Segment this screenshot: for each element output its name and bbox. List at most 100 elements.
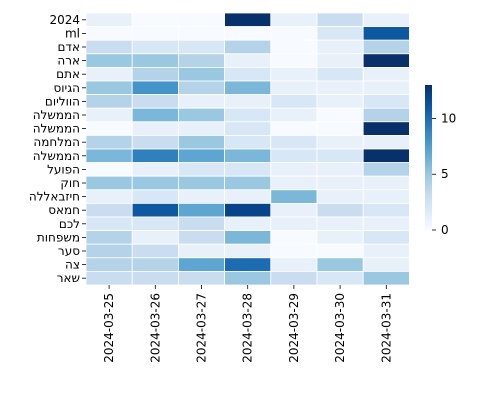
heatmap-cell [224, 12, 272, 28]
heatmap-cell [224, 202, 272, 218]
x-tick-label: 2024-03-27 [195, 293, 209, 363]
heatmap-cell [131, 121, 179, 136]
y-tick-label: חיזבאללה [29, 190, 80, 204]
heatmap-cell [316, 121, 364, 136]
y-tick-label: משפחות [37, 230, 80, 244]
heatmap-cell [362, 134, 410, 150]
heatmap-cell [316, 230, 364, 245]
heatmap-cell [270, 243, 318, 259]
heatmap-cell [270, 107, 318, 123]
heatmap-cell [362, 26, 410, 41]
heatmap-cell [362, 67, 410, 82]
heatmap-cell [316, 257, 364, 272]
heatmap-cell [131, 39, 179, 55]
heatmap-cell [270, 175, 318, 191]
heatmap-cell [177, 243, 225, 259]
heatmap-cell [316, 12, 364, 28]
heatmap-cell [177, 162, 225, 177]
heatmap-cell [85, 175, 133, 191]
heatmap-cell [85, 243, 133, 259]
heatmap-cell [316, 148, 364, 164]
heatmap-cell [270, 270, 318, 286]
heatmap-cell [85, 67, 133, 82]
heatmap-cell [362, 270, 410, 286]
y-tick-label: 2024 [49, 13, 80, 27]
x-tick-label: 2024-03-31 [379, 293, 393, 363]
heatmap-cell [131, 243, 179, 259]
heatmap-cell [85, 80, 133, 96]
heatmap-cell [224, 230, 272, 245]
heatmap-cell [316, 216, 364, 232]
heatmap-cell [270, 202, 318, 218]
heatmap-cell [224, 67, 272, 82]
heatmap-cell [131, 148, 179, 164]
heatmap-cell [362, 94, 410, 109]
heatmap-cell [131, 257, 179, 272]
y-tick-label: סער [58, 244, 80, 258]
heatmap-cell [177, 12, 225, 28]
heatmap-cell [270, 53, 318, 68]
heatmap-cells [85, 12, 410, 286]
heatmap-cell [270, 67, 318, 82]
heatmap-cell [85, 26, 133, 41]
heatmap-cell [362, 162, 410, 177]
heatmap-cell [85, 121, 133, 136]
colorbar-tick-label: 0 [441, 223, 449, 237]
heatmap-cell [85, 270, 133, 286]
heatmap-cell [177, 94, 225, 109]
y-tick-label: שאר [57, 271, 80, 285]
colorbar-tick-label: 5 [441, 167, 449, 181]
heatmap-cell [177, 39, 225, 55]
y-tick-label: צה [65, 258, 80, 272]
heatmap-cell [131, 53, 179, 68]
y-tick-label: חוק [60, 176, 80, 190]
y-tick-label: אתם [56, 67, 80, 81]
heatmap-cell [131, 270, 179, 286]
heatmap-cell [177, 189, 225, 204]
x-tick-labels: 2024-03-25 2024-03-26 2024-03-27 2024-03-28… [102, 285, 393, 363]
x-tick-label: 2024-03-29 [287, 293, 301, 363]
heatmap-cell [131, 107, 179, 123]
heatmap-cell [131, 162, 179, 177]
heatmap-cell [270, 216, 318, 232]
heatmap-cell [270, 39, 318, 55]
heatmap-cell [85, 94, 133, 109]
heatmap-cell [85, 39, 133, 55]
heatmap-cell [270, 230, 318, 245]
heatmap-cell [316, 39, 364, 55]
heatmap-cell [85, 53, 133, 68]
heatmap-cell [85, 189, 133, 204]
heatmap-cell [224, 53, 272, 68]
heatmap-cell [362, 230, 410, 245]
colorbar-tick-label: 10 [441, 111, 456, 125]
heatmap-cell [316, 175, 364, 191]
heatmap-cell [270, 189, 318, 204]
heatmap-cell [362, 257, 410, 272]
y-tick-label: הפועל [47, 162, 80, 176]
heatmap-cell [131, 26, 179, 41]
heatmap-cell [177, 26, 225, 41]
y-tick-label: חמאס [48, 203, 80, 217]
heatmap-cell [224, 80, 272, 96]
heatmap-cell [85, 12, 133, 28]
heatmap-cell [316, 94, 364, 109]
heatmap-cell [270, 134, 318, 150]
heatmap-cell [362, 175, 410, 191]
heatmap-cell [177, 121, 225, 136]
heatmap-cell [270, 162, 318, 177]
heatmap-cell [224, 26, 272, 41]
heatmap-cell [177, 148, 225, 164]
heatmap-cell [224, 270, 272, 286]
y-tick-label: ארה [57, 54, 80, 68]
heatmap-cell [131, 175, 179, 191]
heatmap-cell [85, 148, 133, 164]
heatmap-cell [224, 107, 272, 123]
heatmap-cell [177, 230, 225, 245]
heatmap-cell [177, 202, 225, 218]
heatmap-cell [131, 67, 179, 82]
heatmap-cell [177, 134, 225, 150]
heatmap-cell [224, 134, 272, 150]
y-tick-label: המלחמה [33, 135, 80, 149]
heatmap-cell [316, 270, 364, 286]
